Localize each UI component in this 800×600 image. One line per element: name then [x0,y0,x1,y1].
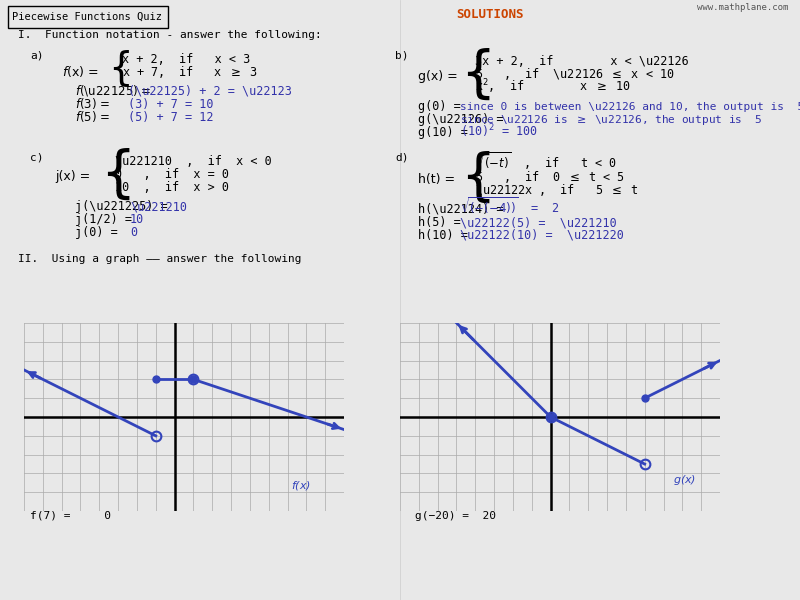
Text: g(−20) =  20: g(−20) = 20 [415,511,496,521]
Text: \u22122(10) =  \u221220: \u22122(10) = \u221220 [460,229,624,242]
Text: 0: 0 [130,226,137,239]
Text: f(1) =     2: f(1) = 2 [30,498,111,508]
Text: d): d) [395,152,409,162]
Text: f(−5) =   1: f(−5) = 1 [30,472,104,482]
Text: $\mathit{f}$(5) =: $\mathit{f}$(5) = [75,109,110,124]
Text: h(10) =: h(10) = [418,229,468,242]
Text: {: { [100,148,135,202]
Text: $\mathit{f}$(\u22125) =: $\mathit{f}$(\u22125) = [75,83,151,98]
Text: \u22122x ,  if   5 $\leq$ t: \u22122x , if 5 $\leq$ t [475,182,639,198]
Text: $\sqrt{(-t)}$  ,  if   t < 0: $\sqrt{(-t)}$ , if t < 0 [475,150,617,172]
Text: $\mathit{f}$(3) =: $\mathit{f}$(3) = [75,96,110,111]
Text: \u221210: \u221210 [130,200,187,213]
Text: g(0) =: g(0) = [418,100,461,113]
Text: Piecewise Functions Quiz: Piecewise Functions Quiz [12,12,162,22]
Text: $\mathit{f}$(x): $\mathit{f}$(x) [291,479,311,492]
Text: since 0 is between \u22126 and 10, the output is  5: since 0 is between \u22126 and 10, the o… [460,102,800,112]
Text: 5   ,  if  \u22126 $\leq$ x < 10: 5 , if \u22126 $\leq$ x < 10 [475,66,674,82]
Text: h(t) =: h(t) = [418,173,455,186]
FancyBboxPatch shape [8,6,168,28]
Text: 3x + 2,  if        x < \u22126: 3x + 2, if x < \u22126 [475,55,689,68]
Text: (\u22125) + 2 = \u22123: (\u22125) + 2 = \u22123 [128,85,292,98]
Text: g(−3) =   3: g(−3) = 3 [415,472,490,482]
Text: f(−1) =   2: f(−1) = 2 [30,485,104,495]
Text: 10: 10 [130,213,144,226]
Text: \u221210  ,  if  x < 0: \u221210 , if x < 0 [115,155,272,168]
Text: j(0) =: j(0) = [75,226,118,239]
Text: b): b) [395,50,409,60]
Text: x$^2$,  if        x $\geq$ 10: x$^2$, if x $\geq$ 10 [475,77,630,95]
Text: 10  ,  if  x > 0: 10 , if x > 0 [115,181,229,194]
Text: j(x) =: j(x) = [55,170,90,183]
Text: (10)$^2$ = 100: (10)$^2$ = 100 [460,122,538,140]
Text: c): c) [30,152,43,162]
Text: g(\u22126) =: g(\u22126) = [418,113,503,126]
Text: $\sqrt{(-(-4))}$  =  2: $\sqrt{(-(-4))}$ = 2 [460,195,560,216]
Text: www.mathplane.com: www.mathplane.com [697,3,788,12]
Text: {: { [460,48,495,102]
Text: 5   ,  if  0 $\leq$ t < 5: 5 , if 0 $\leq$ t < 5 [475,169,625,185]
Text: h(\u22124) =: h(\u22124) = [418,203,503,216]
Text: g(x) = −x   if  x ≤ 0: g(x) = −x if x ≤ 0 [570,485,712,495]
Text: II.  Using a graph –– answer the following: II. Using a graph –– answer the followin… [18,254,302,264]
Text: since \u22126 is $\geq$ \u22126, the output is  5: since \u22126 is $\geq$ \u22126, the out… [460,113,762,127]
Text: $\mathit{g}$(x): $\mathit{g}$(x) [673,473,696,487]
Text: a): a) [30,50,43,60]
Text: g(5) =    1: g(5) = 1 [415,498,490,508]
Text: SOLUTIONS: SOLUTIONS [456,8,524,21]
Text: f(7) =     0: f(7) = 0 [30,511,111,521]
Text: 0   ,  if  x = 0: 0 , if x = 0 [115,168,229,181]
Text: {: { [108,49,133,87]
Text: h(5) =: h(5) = [418,216,461,229]
Text: $\mathit{f}$(x) =: $\mathit{f}$(x) = [62,64,98,79]
Text: j(\u221225) =: j(\u221225) = [75,200,168,213]
Text: g(x) =: g(x) = [418,70,458,83]
Text: x + 2,  if   x < 3: x + 2, if x < 3 [122,53,250,66]
Text: {: { [460,151,495,205]
Text: I.  Function notation - answer the following:: I. Function notation - answer the follow… [18,30,322,40]
Text: \u22122(5) =  \u221210: \u22122(5) = \u221210 [460,216,617,229]
Text: j(1/2) =: j(1/2) = [75,213,132,226]
Text: g(10) =: g(10) = [418,126,468,139]
Text: x + 7,  if   x $\geq$ 3: x + 7, if x $\geq$ 3 [122,64,258,80]
Text: (3) + 7 = 10: (3) + 7 = 10 [128,98,214,111]
Text: (5) + 7 = 12: (5) + 7 = 12 [128,111,214,124]
Text: g(4) =    −2: g(4) = −2 [415,485,496,495]
